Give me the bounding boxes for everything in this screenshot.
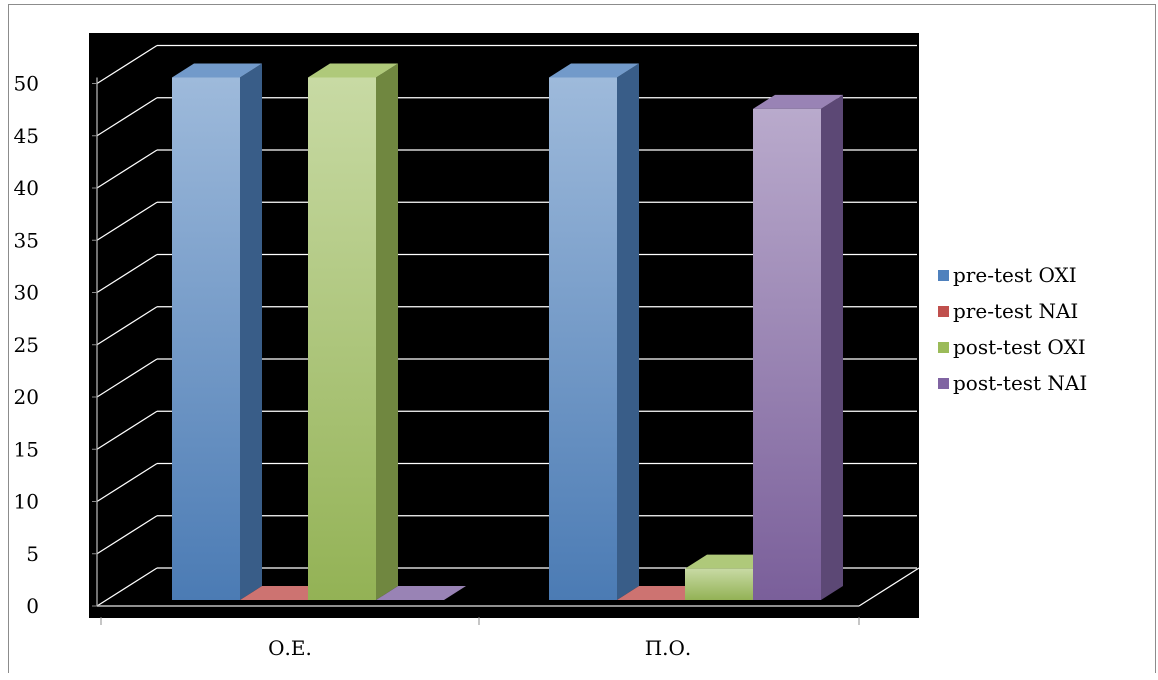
y-tick-label: 30 (14, 281, 39, 305)
legend-swatch (938, 342, 949, 353)
chart-frame: 0 5 10 15 20 25 30 35 40 45 50 Ο.Ε. Π.Ο. pre-test O… (8, 4, 1156, 673)
x-category-label: Ο.Ε. (268, 636, 312, 660)
legend-swatch (938, 306, 949, 317)
legend: pre-test OXI pre-test NAI post-test OXI pos… (938, 263, 1087, 395)
y-tick-label: 15 (14, 437, 39, 461)
y-tick-label: 50 (14, 72, 39, 96)
legend-label: pre-test OXI (953, 263, 1077, 287)
floor-edge (858, 567, 920, 607)
legend-item: pre-test NAI (938, 299, 1078, 323)
y-tick-label: 10 (14, 490, 39, 514)
y-tick-label: 25 (14, 333, 39, 357)
bar (308, 63, 398, 600)
bar (172, 63, 262, 600)
y-tick-label: 0 (26, 594, 39, 618)
legend-label: post-test OXI (953, 335, 1086, 359)
bar (617, 586, 707, 600)
bar (753, 94, 843, 600)
legend-label: post-test NAI (953, 371, 1087, 395)
legend-label: pre-test NAI (953, 299, 1078, 323)
legend-swatch (938, 270, 949, 281)
bar (376, 586, 466, 600)
legend-item: pre-test OXI (938, 263, 1077, 287)
y-tick-label: 20 (14, 385, 39, 409)
legend-item: post-test OXI (938, 335, 1086, 359)
legend-item: post-test NAI (938, 371, 1087, 395)
chart-svg: 0 5 10 15 20 25 30 35 40 45 50 Ο.Ε. Π.Ο. pre-test O… (14, 33, 1087, 660)
legend-swatch (938, 378, 949, 389)
bars (172, 63, 843, 600)
y-tick-label: 45 (14, 124, 39, 148)
x-category-label: Π.Ο. (645, 636, 692, 660)
gridline (96, 44, 917, 85)
y-tick-label: 40 (14, 176, 39, 200)
bar (549, 63, 639, 600)
y-axis: 0 5 10 15 20 25 30 35 40 45 50 (14, 72, 98, 618)
bar (240, 586, 330, 600)
y-tick-label: 5 (26, 542, 39, 566)
x-axis: Ο.Ε. Π.Ο. (100, 617, 860, 660)
y-tick-label: 35 (14, 228, 39, 252)
